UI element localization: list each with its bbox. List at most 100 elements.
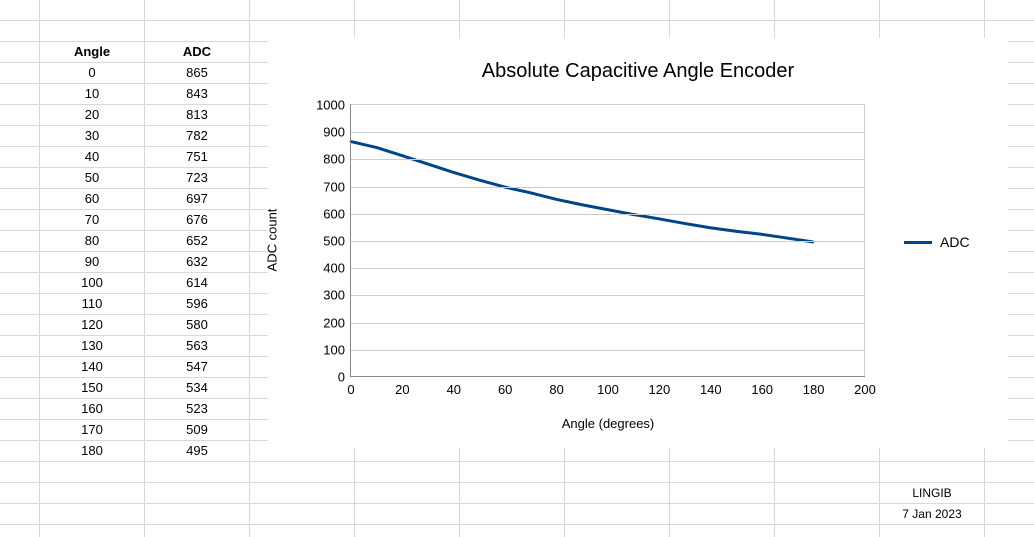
spreadsheet-cell[interactable] [355, 483, 460, 504]
table-cell-angle[interactable]: 120 [40, 315, 145, 336]
table-cell-adc[interactable]: 676 [145, 210, 250, 231]
spreadsheet-cell[interactable] [880, 525, 985, 537]
spreadsheet-cell[interactable] [670, 0, 775, 21]
spreadsheet-cell[interactable] [670, 504, 775, 525]
table-cell-angle[interactable]: 20 [40, 105, 145, 126]
spreadsheet-cell[interactable] [40, 504, 145, 525]
spreadsheet-cell[interactable] [250, 525, 355, 537]
spreadsheet-cell[interactable] [670, 525, 775, 537]
spreadsheet-cell[interactable] [250, 462, 355, 483]
spreadsheet-cell[interactable] [670, 483, 775, 504]
spreadsheet-cell[interactable] [145, 462, 250, 483]
spreadsheet-cell[interactable] [0, 357, 40, 378]
spreadsheet-cell[interactable] [985, 483, 1034, 504]
table-cell-angle[interactable]: 130 [40, 336, 145, 357]
spreadsheet-cell[interactable] [0, 420, 40, 441]
spreadsheet-cell[interactable] [460, 504, 565, 525]
spreadsheet-cell[interactable] [460, 0, 565, 21]
spreadsheet-cell[interactable] [0, 399, 40, 420]
spreadsheet-cell[interactable] [0, 294, 40, 315]
spreadsheet-cell[interactable] [0, 0, 40, 21]
spreadsheet-cell[interactable] [460, 525, 565, 537]
table-cell-adc[interactable]: 580 [145, 315, 250, 336]
spreadsheet-cell[interactable] [355, 462, 460, 483]
table-cell-angle[interactable]: 0 [40, 63, 145, 84]
spreadsheet-cell[interactable] [40, 462, 145, 483]
table-cell-adc[interactable]: 632 [145, 252, 250, 273]
table-cell-adc[interactable]: 813 [145, 105, 250, 126]
spreadsheet-cell[interactable] [565, 462, 670, 483]
spreadsheet-cell[interactable] [0, 336, 40, 357]
table-cell-angle[interactable]: 70 [40, 210, 145, 231]
spreadsheet-cell[interactable] [0, 504, 40, 525]
spreadsheet-cell[interactable] [0, 63, 40, 84]
table-cell-angle[interactable]: 10 [40, 84, 145, 105]
spreadsheet-cell[interactable] [0, 273, 40, 294]
spreadsheet-cell[interactable] [0, 189, 40, 210]
spreadsheet-cell[interactable] [145, 0, 250, 21]
table-cell-angle[interactable]: 90 [40, 252, 145, 273]
spreadsheet-cell[interactable] [565, 0, 670, 21]
table-cell-adc[interactable]: 751 [145, 147, 250, 168]
spreadsheet-cell[interactable] [40, 0, 145, 21]
spreadsheet-cell[interactable] [775, 525, 880, 537]
table-cell-adc[interactable]: 596 [145, 294, 250, 315]
spreadsheet-cell[interactable] [145, 21, 250, 42]
spreadsheet-cell[interactable] [40, 525, 145, 537]
spreadsheet-cell[interactable] [250, 483, 355, 504]
table-cell-adc[interactable]: 865 [145, 63, 250, 84]
spreadsheet-cell[interactable] [775, 462, 880, 483]
spreadsheet-cell[interactable] [775, 0, 880, 21]
spreadsheet-cell[interactable] [0, 168, 40, 189]
table-cell-angle[interactable]: 40 [40, 147, 145, 168]
spreadsheet-cell[interactable] [145, 525, 250, 537]
table-cell-angle[interactable]: 80 [40, 231, 145, 252]
table-header-adc[interactable]: ADC [145, 42, 250, 63]
spreadsheet-cell[interactable] [355, 504, 460, 525]
table-cell-adc[interactable]: 495 [145, 441, 250, 462]
spreadsheet-cell[interactable] [145, 483, 250, 504]
spreadsheet-cell[interactable] [460, 483, 565, 504]
spreadsheet-cell[interactable] [0, 126, 40, 147]
table-cell-adc[interactable]: 782 [145, 126, 250, 147]
table-cell-angle[interactable]: 110 [40, 294, 145, 315]
spreadsheet-cell[interactable] [250, 504, 355, 525]
table-cell-adc[interactable]: 697 [145, 189, 250, 210]
table-cell-angle[interactable]: 60 [40, 189, 145, 210]
table-cell-angle[interactable]: 160 [40, 399, 145, 420]
spreadsheet-cell[interactable] [460, 462, 565, 483]
spreadsheet-cell[interactable] [0, 315, 40, 336]
table-cell-angle[interactable]: 30 [40, 126, 145, 147]
table-cell-adc[interactable]: 534 [145, 378, 250, 399]
spreadsheet-cell[interactable] [775, 483, 880, 504]
table-cell-angle[interactable]: 150 [40, 378, 145, 399]
spreadsheet-cell[interactable] [355, 525, 460, 537]
table-cell-adc[interactable]: 723 [145, 168, 250, 189]
spreadsheet-cell[interactable] [670, 462, 775, 483]
spreadsheet-cell[interactable] [880, 0, 985, 21]
spreadsheet-cell[interactable] [565, 483, 670, 504]
spreadsheet-cell[interactable] [0, 84, 40, 105]
table-cell-adc[interactable]: 523 [145, 399, 250, 420]
table-cell-adc[interactable]: 843 [145, 84, 250, 105]
spreadsheet-cell[interactable] [0, 441, 40, 462]
spreadsheet-cell[interactable] [355, 0, 460, 21]
spreadsheet-cell[interactable] [0, 42, 40, 63]
table-cell-adc[interactable]: 652 [145, 231, 250, 252]
table-cell-angle[interactable]: 140 [40, 357, 145, 378]
spreadsheet-cell[interactable] [0, 462, 40, 483]
spreadsheet-cell[interactable] [985, 0, 1034, 21]
table-cell-angle[interactable]: 180 [40, 441, 145, 462]
spreadsheet-cell[interactable] [40, 483, 145, 504]
spreadsheet-cell[interactable] [985, 504, 1034, 525]
spreadsheet-cell[interactable] [0, 147, 40, 168]
table-header-angle[interactable]: Angle [40, 42, 145, 63]
spreadsheet-cell[interactable] [0, 21, 40, 42]
table-cell-angle[interactable]: 100 [40, 273, 145, 294]
spreadsheet-cell[interactable] [565, 504, 670, 525]
spreadsheet-cell[interactable] [0, 105, 40, 126]
spreadsheet-cell[interactable] [565, 525, 670, 537]
spreadsheet-cell[interactable] [0, 525, 40, 537]
table-cell-adc[interactable]: 509 [145, 420, 250, 441]
spreadsheet-cell[interactable] [985, 525, 1034, 537]
